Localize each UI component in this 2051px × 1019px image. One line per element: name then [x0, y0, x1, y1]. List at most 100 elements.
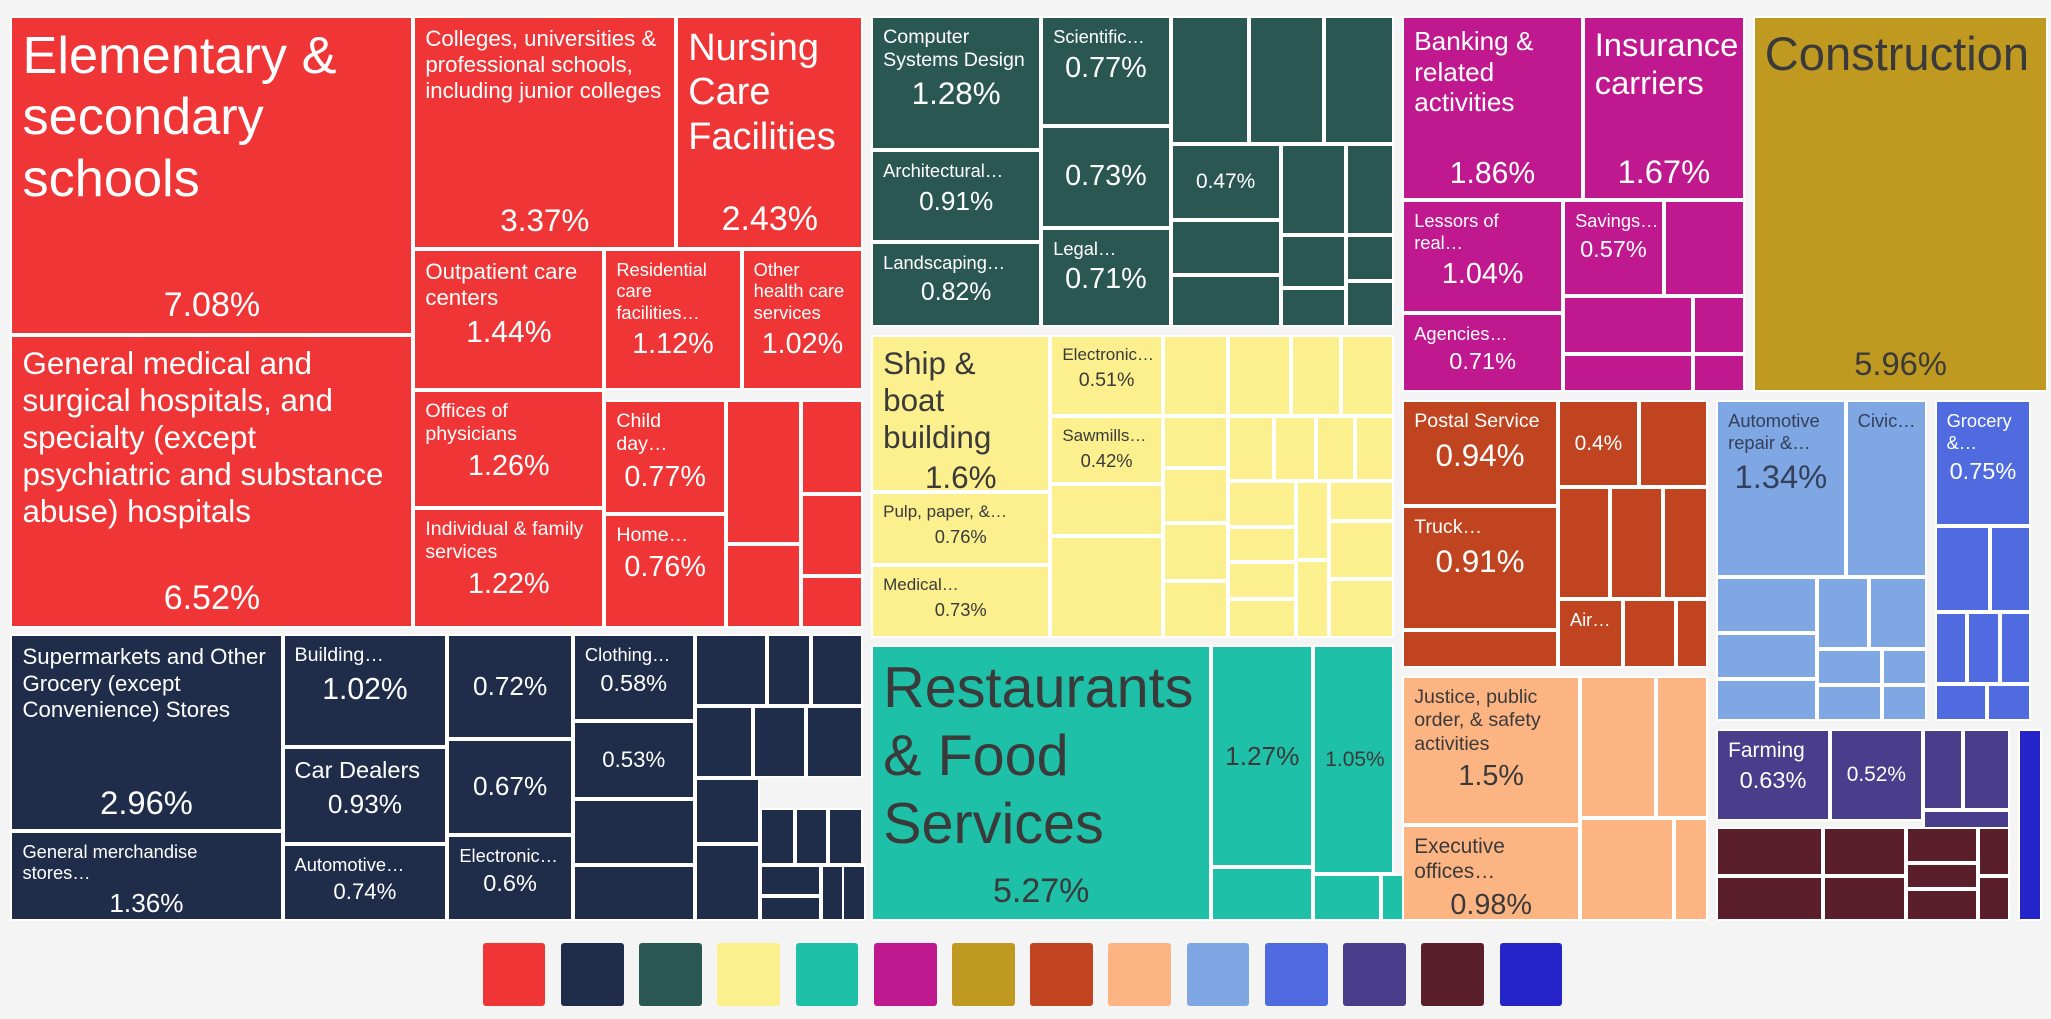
cell: Executive offices… 0.98% — [1402, 825, 1581, 921]
cell-label: Home… — [616, 524, 689, 547]
cell-label: Air… — [1569, 609, 1611, 631]
minor-cell — [1170, 15, 1250, 144]
value-label: 5.27% — [992, 872, 1090, 911]
cell: Nursing Care Facilities 2.43% — [676, 15, 864, 249]
minor-cell — [1162, 415, 1229, 469]
value-label: 0.94% — [1435, 437, 1525, 473]
value-label: 1.28% — [911, 76, 1001, 112]
cell-label: Civic… — [1857, 410, 1916, 432]
minor-cell — [725, 400, 801, 545]
value-label: 0.51% — [1078, 369, 1135, 392]
cell: Outpatient care centers 1.44% — [413, 248, 605, 390]
value-label: 1.04% — [1441, 257, 1524, 290]
minor-cell — [1716, 876, 1824, 921]
minor-cell — [1228, 334, 1292, 416]
legend-icon — [1108, 943, 1172, 1006]
cell: Offices of physicians 1.26% — [413, 389, 605, 508]
value-label: 1.6% — [924, 460, 997, 492]
minor-cell — [1816, 685, 1883, 721]
minor-cell — [694, 634, 767, 707]
minor-cell — [1934, 684, 1987, 721]
value-label: 0.77% — [624, 460, 706, 493]
cell: 1.27% — [1211, 644, 1314, 868]
minor-cell — [1905, 889, 1978, 921]
minor-cell — [1170, 219, 1281, 275]
cell: Banking & related activities 1.86% — [1402, 15, 1583, 201]
minor-cell — [800, 575, 864, 628]
cell: General merchandise stores… 1.36% — [10, 830, 283, 921]
cell: Restaurants & Food Services 5.27% — [871, 644, 1212, 921]
cell-label: Pulp, paper, &… — [883, 501, 1007, 521]
cell: Agencies… 0.71% — [1402, 312, 1564, 393]
cell-label: Restaurants & Food Services — [883, 655, 1194, 856]
minor-cell — [1580, 676, 1656, 818]
cell-label: Offices of physicians — [425, 399, 517, 445]
minor-cell — [1967, 612, 2000, 685]
value-label: 6.52% — [163, 579, 261, 618]
minor-cell — [1989, 525, 2032, 613]
minor-cell — [1280, 143, 1346, 236]
minor-cell — [1905, 826, 1978, 864]
cell: Medical… 0.73% — [871, 565, 1051, 639]
minor-cell — [572, 864, 695, 921]
value-label: 0.91% — [919, 186, 994, 217]
minor-cell — [1823, 826, 1906, 877]
cell: Ship & boat building 1.6% — [871, 334, 1051, 492]
legend-icon — [639, 943, 702, 1006]
cell-label: Banking & related activities — [1414, 25, 1534, 118]
minor-cell — [1228, 599, 1297, 639]
cell: Automotive repair &… 1.34% — [1716, 400, 1846, 577]
cell: Electronic… 0.6% — [447, 834, 573, 921]
minor-cell — [1228, 415, 1275, 482]
minor-cell — [1692, 354, 1745, 393]
cell: Elementary & secondary schools 7.08% — [10, 15, 414, 335]
value-label: 0.82% — [920, 278, 992, 306]
minor-cell — [1716, 576, 1817, 634]
minor-cell — [1328, 520, 1395, 580]
cell-label: Supermarkets and Other Grocery (except C… — [22, 644, 266, 722]
cell-label: Computer Systems Design — [883, 25, 1025, 71]
minor-cell — [1170, 274, 1281, 327]
cell-label: Executive offices… — [1414, 835, 1505, 884]
cell-label: Medical… — [883, 575, 959, 595]
legend-icon — [1264, 943, 1328, 1006]
cell-label: Postal Service — [1414, 410, 1540, 433]
cell: Air… — [1557, 599, 1624, 669]
value-label: 1.26% — [468, 450, 550, 483]
minor-cell — [1823, 876, 1906, 921]
legend-icon — [951, 943, 1015, 1006]
minor-cell — [1692, 295, 1745, 355]
cell: Sawmills… 0.42% — [1050, 415, 1163, 484]
value-label: 1.02% — [322, 672, 408, 706]
minor-cell — [1610, 486, 1663, 600]
cell: 0.53% — [572, 720, 695, 800]
value-label: 1.5% — [1458, 759, 1524, 792]
legend-icon — [1186, 943, 1250, 1006]
cell: Computer Systems Design 1.28% — [871, 15, 1042, 151]
cell: Electronic… 0.51% — [1050, 334, 1163, 416]
minor-cell — [1340, 334, 1395, 416]
minor-cell — [753, 706, 806, 779]
minor-cell — [1716, 826, 1824, 877]
cell: Pulp, paper, &… 0.76% — [871, 491, 1051, 566]
value-label: 1.27% — [1225, 740, 1300, 771]
value-label: 0.91% — [1435, 543, 1525, 579]
cell-label: Grocery &… — [1946, 410, 2012, 453]
value-label: 0.73% — [1065, 159, 1147, 192]
minor-cell — [1663, 200, 1745, 296]
value-label: 0.67% — [473, 771, 548, 802]
minor-cell — [827, 808, 864, 865]
minor-cell — [1280, 235, 1346, 288]
minor-cell — [1623, 599, 1676, 669]
value-label: 0.76% — [624, 551, 706, 584]
cell: Residential care facilities… 1.12% — [604, 248, 742, 390]
minor-cell — [1922, 728, 1964, 810]
minor-cell — [1228, 562, 1297, 600]
cell-label: Farming — [1728, 738, 1805, 762]
minor-cell — [1296, 559, 1329, 639]
cell: Construction 5.96% — [1752, 15, 2049, 393]
minor-cell — [1249, 15, 1324, 144]
value-label: 1.67% — [1617, 153, 1711, 191]
minor-cell — [1977, 826, 2011, 877]
minor-cell — [1050, 536, 1163, 639]
